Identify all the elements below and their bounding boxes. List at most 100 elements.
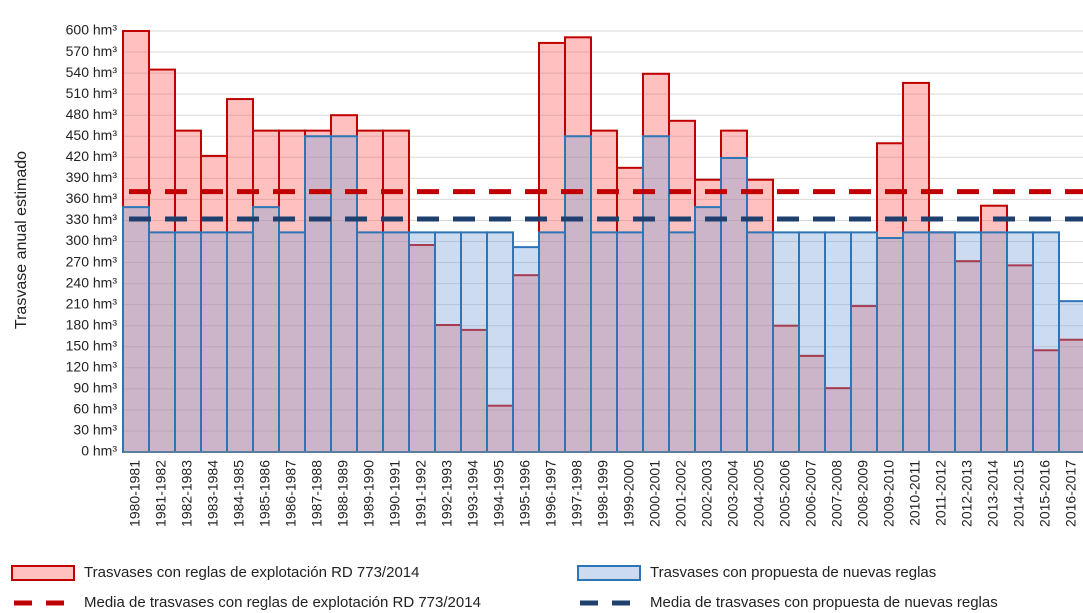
- y-tick-label: 600 hm³: [66, 22, 118, 38]
- bar: [824, 231, 852, 453]
- x-tick-label: 2015-2016: [1037, 460, 1053, 527]
- y-tick-label: 330 hm³: [66, 211, 118, 227]
- y-tick-label: 30 hm³: [73, 422, 117, 438]
- y-tick-label: 60 hm³: [73, 401, 117, 417]
- y-tick-label: 450 hm³: [66, 127, 118, 143]
- bar: [928, 231, 956, 453]
- x-tick-label: 1992-1993: [439, 460, 455, 527]
- x-tick-label: 1997-1998: [569, 460, 585, 527]
- bar: [668, 231, 696, 453]
- x-tick-label: 2001-2002: [673, 460, 689, 527]
- y-tick-label: 120 hm³: [66, 359, 118, 375]
- x-tick-label: 2013-2014: [985, 460, 1001, 527]
- legend-label: Media de trasvases con propuesta de nuev…: [650, 594, 998, 611]
- bar: [850, 231, 878, 453]
- x-tick-label: 1988-1989: [335, 460, 351, 527]
- legend-label: Media de trasvases con reglas de explota…: [84, 594, 481, 611]
- bar: [148, 231, 176, 453]
- y-tick-label: 180 hm³: [66, 316, 118, 332]
- y-tick-label: 510 hm³: [66, 85, 118, 101]
- x-tick-label: 1998-1999: [595, 460, 611, 527]
- x-tick-label: 1990-1991: [387, 460, 403, 527]
- bar: [226, 98, 254, 453]
- y-tick-label: 300 hm³: [66, 232, 118, 248]
- legend-swatch: [577, 565, 641, 581]
- x-tick-label: 2005-2006: [777, 460, 793, 527]
- x-tick-label: 1994-1995: [491, 460, 507, 527]
- bar: [564, 135, 592, 453]
- bar: [122, 206, 150, 453]
- x-tick-label: 1982-1983: [179, 460, 195, 527]
- bar: [486, 404, 514, 454]
- bar: [460, 328, 488, 453]
- y-tick-label: 360 hm³: [66, 190, 118, 206]
- bar: [382, 129, 410, 454]
- bar: [408, 244, 436, 453]
- y-axis-title: Trasvase anual estimado: [13, 151, 30, 329]
- bar: [538, 231, 566, 453]
- bar: [590, 231, 618, 453]
- y-tick-label: 0 hm³: [81, 443, 117, 459]
- x-tick-label: 2008-2009: [855, 460, 871, 527]
- bar: [720, 129, 748, 454]
- bar: [200, 231, 228, 453]
- bar: [980, 231, 1008, 453]
- bar: [772, 231, 800, 453]
- bar: [512, 246, 540, 453]
- x-tick-label: 1989-1990: [361, 460, 377, 527]
- x-tick-label: 2012-2013: [959, 460, 975, 527]
- y-tick-label: 570 hm³: [66, 43, 118, 59]
- bar: [434, 231, 462, 453]
- y-tick-label: 150 hm³: [66, 337, 118, 353]
- x-tick-label: 1980-1981: [127, 460, 143, 527]
- x-tick-label: 2007-2008: [829, 460, 845, 527]
- bar: [200, 154, 228, 453]
- bar: [356, 231, 384, 453]
- bar: [1032, 231, 1060, 453]
- bar: [252, 206, 280, 453]
- bar: [1006, 231, 1034, 453]
- x-tick-label: 2009-2010: [881, 460, 897, 527]
- x-tick-label: 2014-2015: [1011, 460, 1027, 527]
- x-tick-label: 2004-2005: [751, 460, 767, 527]
- bar: [408, 231, 436, 453]
- y-tick-label: 420 hm³: [66, 148, 118, 164]
- bar: [616, 231, 644, 453]
- y-tick-label: 90 hm³: [73, 380, 117, 396]
- bar: [460, 231, 488, 453]
- y-tick-label: 240 hm³: [66, 274, 118, 290]
- bar: [1006, 264, 1034, 453]
- x-tick-label: 1999-2000: [621, 460, 637, 527]
- bar: [668, 119, 696, 454]
- legend-swatch: [11, 565, 75, 581]
- y-tick-label: 210 hm³: [66, 295, 118, 311]
- legend-label: Trasvases con reglas de explotación RD 7…: [84, 564, 419, 581]
- bar: [902, 231, 930, 453]
- bar: [278, 231, 306, 453]
- bar: [876, 236, 904, 453]
- bar: [174, 129, 202, 454]
- x-tick-label: 1996-1997: [543, 460, 559, 527]
- bar: [304, 135, 332, 453]
- x-tick-label: 1984-1985: [231, 460, 247, 527]
- y-tick-label: 270 hm³: [66, 253, 118, 269]
- x-tick-label: 1991-1992: [413, 460, 429, 527]
- x-tick-label: 2000-2001: [647, 460, 663, 527]
- bar: [1032, 349, 1060, 453]
- bar: [720, 157, 748, 453]
- bar: [1058, 300, 1083, 453]
- bar: [876, 142, 904, 453]
- legend-label: Trasvases con propuesta de nuevas reglas: [650, 564, 936, 581]
- bar: [486, 231, 514, 453]
- y-tick-label: 540 hm³: [66, 64, 118, 80]
- x-tick-label: 1995-1996: [517, 460, 533, 527]
- bar: [512, 274, 540, 453]
- bar: [226, 231, 254, 453]
- bar: [954, 231, 982, 453]
- y-tick-label: 390 hm³: [66, 169, 118, 185]
- y-tick-label: 480 hm³: [66, 106, 118, 122]
- x-tick-label: 2003-2004: [725, 460, 741, 527]
- bar: [798, 231, 826, 453]
- bar: [174, 231, 202, 453]
